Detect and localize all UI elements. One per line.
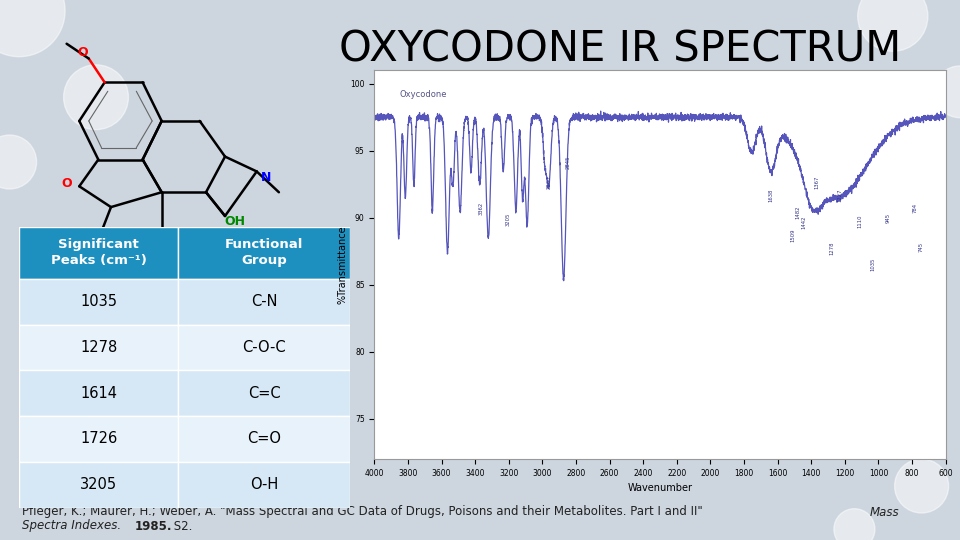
FancyBboxPatch shape bbox=[19, 279, 179, 325]
Text: 1442: 1442 bbox=[802, 215, 806, 229]
Text: Functional
Group: Functional Group bbox=[225, 238, 303, 267]
X-axis label: Wavenumber: Wavenumber bbox=[628, 483, 692, 493]
Text: C=O: C=O bbox=[248, 431, 281, 447]
Circle shape bbox=[857, 0, 928, 51]
Text: Pfleger, K.; Maurer, H.; Weber, A. "Mass Spectral and GC Data of Drugs, Poisons : Pfleger, K.; Maurer, H.; Weber, A. "Mass… bbox=[22, 505, 707, 518]
Text: Oxycodone: Oxycodone bbox=[117, 305, 187, 318]
Text: N: N bbox=[261, 171, 272, 184]
Circle shape bbox=[0, 135, 36, 189]
Text: 945: 945 bbox=[885, 213, 890, 223]
Text: 1367: 1367 bbox=[814, 176, 819, 190]
FancyBboxPatch shape bbox=[179, 227, 350, 279]
Text: 1509: 1509 bbox=[790, 229, 796, 242]
FancyBboxPatch shape bbox=[179, 462, 350, 508]
Text: Significant
Peaks (cm⁻¹): Significant Peaks (cm⁻¹) bbox=[51, 238, 147, 267]
Text: Oxycodone: Oxycodone bbox=[399, 90, 447, 99]
Text: 1278: 1278 bbox=[80, 340, 117, 355]
Text: Mass: Mass bbox=[870, 505, 900, 518]
Circle shape bbox=[895, 459, 948, 513]
Text: C=C: C=C bbox=[248, 386, 280, 401]
Text: 3205: 3205 bbox=[80, 477, 117, 492]
Text: 1638: 1638 bbox=[769, 189, 774, 202]
Text: 1035: 1035 bbox=[870, 258, 875, 271]
Text: C-O-C: C-O-C bbox=[243, 340, 286, 355]
FancyBboxPatch shape bbox=[179, 325, 350, 370]
Text: O: O bbox=[77, 46, 87, 59]
Text: O: O bbox=[61, 177, 72, 190]
Text: O: O bbox=[99, 278, 110, 291]
Text: S2.: S2. bbox=[170, 519, 192, 532]
Circle shape bbox=[63, 65, 129, 130]
Text: 1227: 1227 bbox=[838, 189, 843, 202]
Circle shape bbox=[0, 0, 65, 57]
Text: OXYCODONE IR SPECTRUM: OXYCODONE IR SPECTRUM bbox=[339, 29, 901, 71]
Text: 3362: 3362 bbox=[479, 201, 484, 215]
FancyBboxPatch shape bbox=[19, 325, 179, 370]
Text: 784: 784 bbox=[912, 202, 917, 213]
Text: 1482: 1482 bbox=[795, 206, 800, 219]
Circle shape bbox=[934, 66, 960, 118]
Text: 745: 745 bbox=[919, 241, 924, 252]
Text: 2960: 2960 bbox=[546, 176, 552, 189]
Text: 1035: 1035 bbox=[81, 294, 117, 309]
FancyBboxPatch shape bbox=[179, 370, 350, 416]
FancyBboxPatch shape bbox=[19, 416, 179, 462]
Text: 1278: 1278 bbox=[829, 242, 834, 255]
Y-axis label: %Transmittance: %Transmittance bbox=[337, 225, 348, 304]
Text: C-N: C-N bbox=[251, 294, 277, 309]
FancyBboxPatch shape bbox=[19, 227, 179, 279]
Circle shape bbox=[834, 509, 875, 540]
FancyBboxPatch shape bbox=[179, 279, 350, 325]
FancyBboxPatch shape bbox=[19, 370, 179, 416]
Text: 3205: 3205 bbox=[506, 212, 511, 226]
Text: Spectra Indexes.: Spectra Indexes. bbox=[22, 519, 125, 532]
FancyBboxPatch shape bbox=[179, 416, 350, 462]
Text: OH: OH bbox=[224, 215, 245, 228]
FancyBboxPatch shape bbox=[19, 462, 179, 508]
Text: 1110: 1110 bbox=[857, 215, 862, 228]
Text: 2845: 2845 bbox=[566, 156, 571, 169]
Text: 1726: 1726 bbox=[80, 431, 117, 447]
Text: 1985.: 1985. bbox=[135, 519, 173, 532]
Text: 1614: 1614 bbox=[81, 386, 117, 401]
Text: O-H: O-H bbox=[251, 477, 278, 492]
